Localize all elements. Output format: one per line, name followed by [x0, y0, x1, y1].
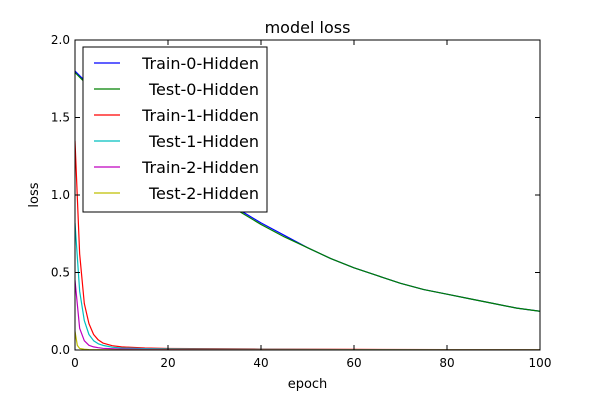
legend-label-train-2-hidden: Train-2-Hidden [141, 158, 259, 177]
legend: Train-0-Hidden Test-0-Hidden Train-1-Hidde… [82, 46, 268, 213]
axis-ticks: 0 20 40 60 80 100 0.0 0.5 1.0 1.5 2.0 [51, 33, 552, 370]
y-axis-label: loss [27, 182, 42, 207]
legend-label-test-1-hidden: Test-1-Hidden [148, 132, 259, 151]
legend-label-test-0-hidden: Test-0-Hidden [148, 80, 259, 99]
y-tick-label: 1.5 [51, 111, 70, 125]
x-tick-label: 100 [529, 356, 552, 370]
legend-label-train-0-hidden: Train-0-Hidden [141, 54, 259, 73]
x-tick-label: 20 [160, 356, 175, 370]
x-axis-label: epoch [288, 377, 328, 392]
y-tick-label: 2.0 [51, 33, 70, 47]
x-tick-label: 80 [439, 356, 454, 370]
legend-label-test-2-hidden: Test-2-Hidden [148, 184, 259, 203]
x-tick-label: 60 [346, 356, 361, 370]
x-tick-label: 0 [71, 356, 79, 370]
legend-label-train-1-hidden: Train-1-Hidden [141, 106, 259, 125]
plot-area-frame [74, 39, 541, 351]
chart-title: model loss [265, 18, 351, 37]
x-tick-label: 40 [253, 356, 268, 370]
y-tick-label: 0.0 [51, 343, 70, 357]
legend-frame [82, 46, 268, 213]
y-tick-label: 0.5 [51, 266, 70, 280]
y-tick-label: 1.0 [51, 188, 70, 202]
